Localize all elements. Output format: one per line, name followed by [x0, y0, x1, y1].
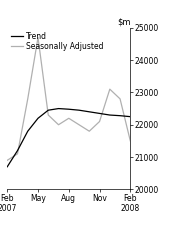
Legend: Trend, Seasonally Adjusted: Trend, Seasonally Adjusted: [8, 28, 106, 54]
Text: $m: $m: [117, 17, 130, 26]
